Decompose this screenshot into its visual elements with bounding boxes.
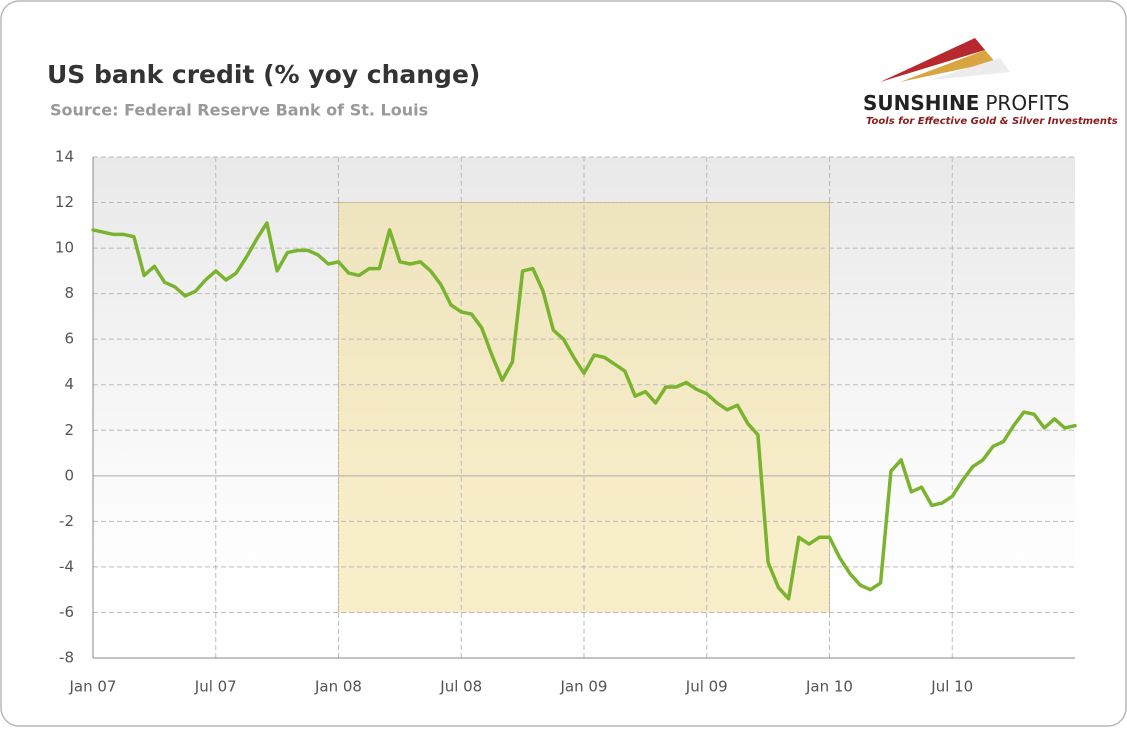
logo-brand-1: SUNSHINE — [863, 91, 979, 115]
y-tick-label: 14 — [55, 148, 74, 166]
y-tick-label: -4 — [59, 557, 74, 575]
logo: SUNSHINE PROFITS Tools for Effective Gold… — [863, 38, 1118, 127]
data-line — [91, 221, 1077, 601]
logo-brand: SUNSHINE PROFITS — [863, 91, 1069, 115]
logo-streak — [880, 38, 985, 82]
y-tick-label: 12 — [55, 193, 74, 211]
y-tick-label: 2 — [64, 421, 74, 439]
chart-subtitle: Source: Federal Reserve Bank of St. Loui… — [50, 101, 428, 120]
y-tick-label: 8 — [64, 284, 74, 302]
logo-brand-2: PROFITS — [985, 91, 1069, 115]
x-tick-label: Jan 09 — [560, 678, 608, 696]
y-tick-label: 4 — [64, 375, 74, 393]
x-tick-label: Jan 10 — [805, 678, 853, 696]
x-tick-label: Jul 07 — [194, 678, 237, 696]
chart-title: US bank credit (% yoy change) — [47, 60, 480, 89]
x-tick-label: Jul 09 — [685, 678, 728, 696]
logo-streak — [930, 58, 1010, 80]
y-tick-label: -2 — [59, 512, 74, 530]
y-tick-label: -6 — [59, 603, 74, 621]
y-tick-label: 0 — [64, 466, 74, 484]
x-tick-label: Jan 08 — [314, 678, 362, 696]
x-tick-label: Jul 10 — [930, 678, 973, 696]
x-tick-label: Jan 07 — [69, 678, 117, 696]
x-tick-label: Jul 08 — [439, 678, 482, 696]
logo-tagline: Tools for Effective Gold & Silver Invest… — [866, 116, 1118, 127]
y-tick-label: 10 — [55, 239, 74, 257]
y-tick-label: -8 — [59, 649, 74, 667]
y-tick-label: 6 — [64, 330, 74, 348]
logo-streak — [900, 50, 995, 82]
